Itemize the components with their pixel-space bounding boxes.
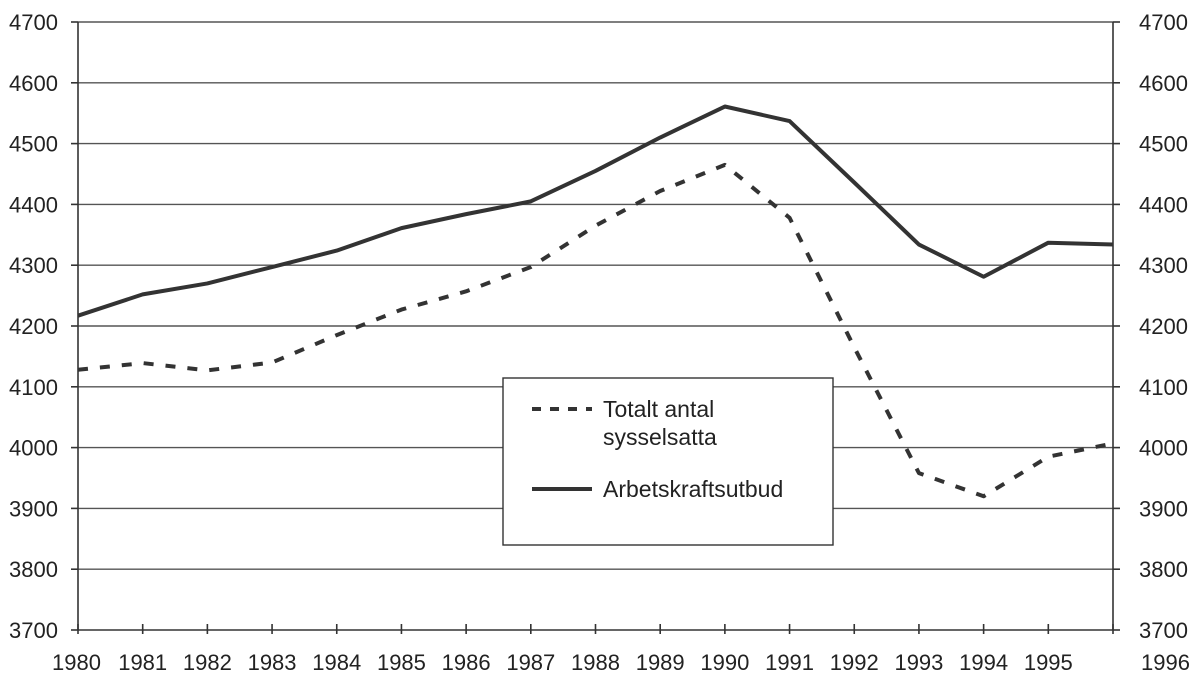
legend-label-line-1: Totalt antal: [603, 396, 714, 422]
legend-label-totalt-antal-sysselsatta: Totalt antal sysselsatta: [603, 396, 721, 450]
x-tick-label: 1986: [442, 650, 491, 675]
y-tick-label-left: 4700: [9, 10, 58, 35]
x-tick-label: 1996: [1141, 650, 1190, 675]
y-tick-label-left: 4400: [9, 192, 58, 217]
y-tick-label-left: 3700: [9, 618, 58, 643]
y-tick-label-left: 4300: [9, 253, 58, 278]
y-tick-label-left: 4000: [9, 436, 58, 461]
y-tick-label-right: 4300: [1139, 253, 1188, 278]
x-tick-label: 1982: [183, 650, 232, 675]
x-tick-label: 1980: [52, 650, 101, 675]
y-tick-label-right: 4400: [1139, 192, 1188, 217]
x-tick-label: 1985: [377, 650, 426, 675]
x-tick-label: 1991: [765, 650, 814, 675]
x-tick-labels: 1980 1981 1982 1983 1984 1985 1986 1987 1988 1989…: [52, 624, 1190, 675]
legend-label-line-2: sysselsatta: [603, 424, 717, 450]
y-tick-label-right: 3800: [1139, 557, 1188, 582]
left-y-tick-labels: 3700 3800 3900 4000 4100 4200 4300 4400 4500 4600…: [9, 10, 58, 643]
x-tick-label: 1981: [118, 650, 167, 675]
x-tick-label: 1995: [1024, 650, 1073, 675]
y-tick-label-left: 4200: [9, 314, 58, 339]
y-tick-label-left: 3900: [9, 496, 58, 521]
x-tick-label: 1987: [506, 650, 555, 675]
x-tick-label: 1988: [571, 650, 620, 675]
legend-box: [502, 377, 834, 546]
y-tick-label-right: 3700: [1139, 618, 1188, 643]
y-tick-label-right: 4700: [1139, 10, 1188, 35]
x-tick-label: 1989: [636, 650, 685, 675]
y-tick-label-right: 4000: [1139, 436, 1188, 461]
series-line-arbetskraftsutbud: [77, 104, 1114, 318]
y-tick-label-right: 4100: [1139, 375, 1188, 400]
x-tick-label: 1983: [248, 650, 297, 675]
series-line-totalt-antal-sysselsatta: [77, 162, 1114, 499]
x-tick-label: 1994: [959, 650, 1008, 675]
x-tick-label: 1992: [830, 650, 879, 675]
y-tick-label-left: 4500: [9, 132, 58, 157]
y-tick-label-right: 3900: [1139, 496, 1188, 521]
y-tick-label-left: 4600: [9, 71, 58, 96]
y-tick-label-right: 4500: [1139, 132, 1188, 157]
legend: Totalt antal sysselsatta Arbetskraftsutb…: [502, 377, 834, 546]
y-tick-label-right: 4600: [1139, 71, 1188, 96]
y-tick-label-right: 4200: [1139, 314, 1188, 339]
x-tick-label: 1990: [700, 650, 749, 675]
right-y-tick-labels: 3700 3800 3900 4000 4100 4200 4300 4400 4500 4600…: [1139, 10, 1188, 643]
y-tick-label-left: 4100: [9, 375, 58, 400]
series-lines: [77, 104, 1114, 499]
legend-label-arbetskraftsutbud: Arbetskraftsutbud: [603, 476, 783, 502]
y-tick-label-left: 3800: [9, 557, 58, 582]
x-tick-label: 1984: [312, 650, 361, 675]
x-tick-label: 1993: [894, 650, 943, 675]
